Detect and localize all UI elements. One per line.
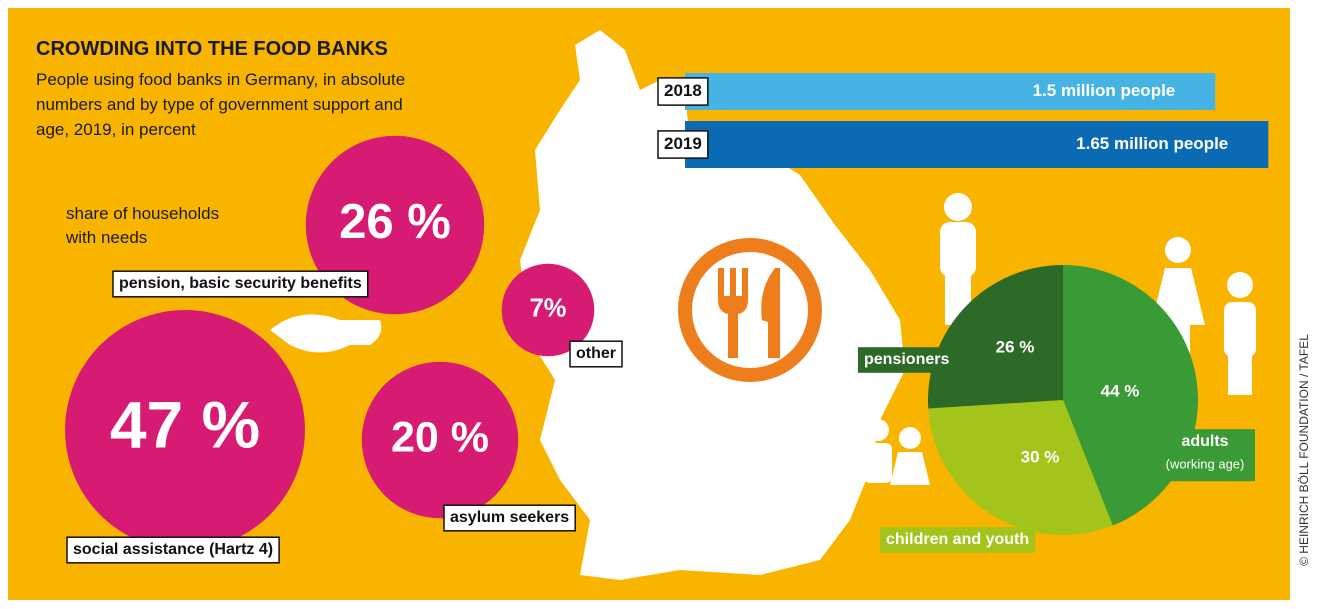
value-label: 47 % <box>110 387 260 461</box>
label: children and youth <box>886 531 1029 548</box>
bubble <box>361 361 519 519</box>
food-icon-inner <box>692 252 808 368</box>
label: pensioners <box>864 351 949 368</box>
label: social assistance (Hartz 4) <box>73 541 273 558</box>
value-label: 7% <box>530 295 567 323</box>
bubble <box>65 310 305 550</box>
value-label: 26 % <box>996 337 1035 356</box>
note: share of households with needs <box>66 204 220 247</box>
label-box <box>657 130 709 159</box>
pie-slice <box>928 265 1063 409</box>
label-box <box>569 340 623 368</box>
bar <box>685 121 1269 168</box>
label-box <box>443 504 576 532</box>
label: other <box>576 345 616 362</box>
label: asylum seekers <box>450 509 569 526</box>
label-box <box>880 527 1036 553</box>
label: 2019 <box>664 134 702 153</box>
value-label: 44 % <box>1101 381 1140 400</box>
pie-slice <box>928 400 1113 535</box>
label-box <box>112 270 369 298</box>
credit: © HEINRICH BÖLL FOUNDATION / TAFEL <box>1297 334 1311 566</box>
label-box <box>1155 429 1255 482</box>
value-label: 20 % <box>391 413 489 461</box>
bubble <box>501 263 595 357</box>
label-box <box>66 536 280 564</box>
value-label: 1.65 million people <box>1076 134 1228 153</box>
value-label: 26 % <box>339 195 451 249</box>
label: adults <box>1181 433 1228 450</box>
hand-icon <box>270 314 382 353</box>
fork-icon <box>718 268 748 358</box>
subtitle: People using food banks in Germany, in a… <box>36 70 406 139</box>
label: pension, basic security benefits <box>119 275 362 292</box>
title: CROWDING INTO THE FOOD BANKS <box>36 38 388 60</box>
value-label: 30 % <box>1021 447 1060 466</box>
knife-icon <box>761 268 780 358</box>
label: 2018 <box>664 81 702 100</box>
label-box <box>858 347 956 373</box>
bubble <box>305 135 485 315</box>
annotation: (working age) <box>1166 456 1245 471</box>
people-icons <box>864 193 1256 485</box>
label-box <box>657 77 709 106</box>
bar <box>685 73 1216 110</box>
value-label: 1.5 million people <box>1033 81 1176 100</box>
